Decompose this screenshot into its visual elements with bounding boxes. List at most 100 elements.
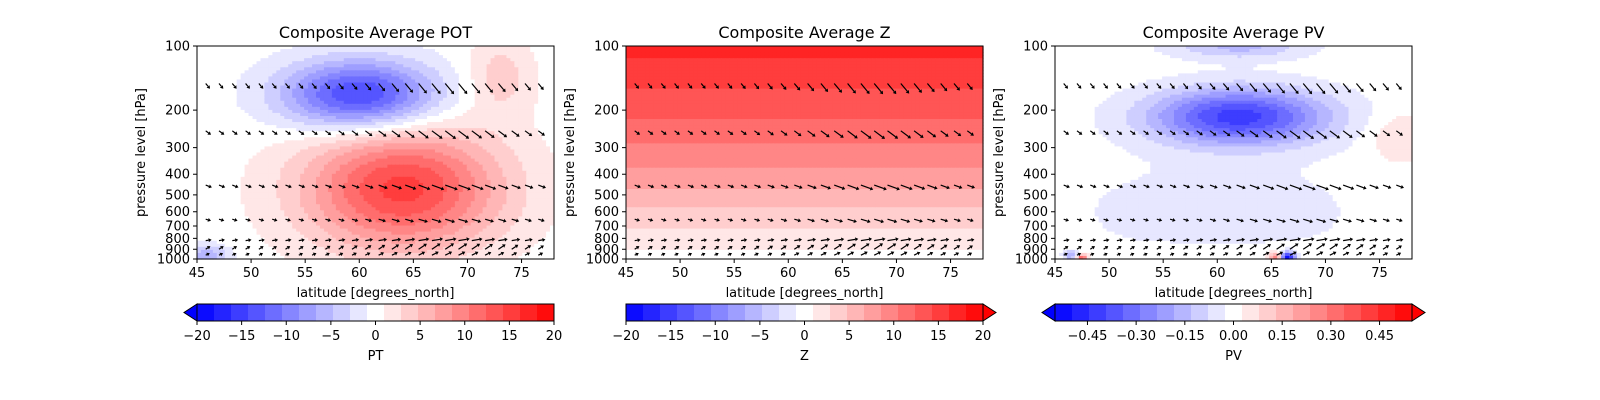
field-cell (268, 179, 273, 184)
field-cell (431, 146, 436, 151)
field-cell (379, 91, 385, 96)
field-cell (197, 170, 202, 175)
field-cell (542, 109, 547, 114)
field-cell (335, 173, 341, 178)
field-cell (204, 119, 210, 123)
field-cell (486, 173, 492, 178)
field-cell (236, 185, 242, 190)
field-cell (431, 131, 436, 135)
field-cell (323, 52, 329, 56)
field-cell (204, 149, 210, 154)
field-cell (363, 122, 369, 126)
field-cell (244, 88, 250, 93)
field-cell (304, 149, 309, 154)
field-cell (431, 67, 436, 71)
field-cell (419, 149, 424, 154)
field-cell (323, 85, 329, 90)
field-cell (423, 173, 428, 178)
field-cell (454, 143, 460, 148)
field-cell (308, 67, 313, 71)
field-cell (534, 149, 539, 154)
field-cell (343, 149, 349, 154)
field-cell (351, 140, 357, 144)
field-cell (446, 176, 452, 181)
field-cell (518, 158, 523, 163)
field-cell (419, 76, 424, 81)
field-cell (264, 155, 269, 160)
field-cell (331, 146, 337, 151)
field-cell (240, 146, 246, 151)
field-cell (308, 88, 313, 93)
field-cell (462, 46, 468, 50)
field-cell (534, 52, 539, 56)
field-cell (502, 94, 507, 99)
field-cell (423, 131, 428, 135)
field-cell (446, 76, 452, 81)
field-cell (530, 176, 535, 181)
field-cell (272, 103, 277, 108)
field-cell (331, 158, 337, 163)
field-cell (510, 122, 515, 126)
field-cell (403, 100, 408, 105)
field-cell (435, 179, 440, 184)
field-cell (510, 125, 515, 129)
field-cell (538, 103, 543, 108)
field-cell (331, 189, 337, 193)
field-cell (228, 103, 234, 108)
field-cell (474, 52, 480, 56)
field-cell (407, 61, 412, 65)
field-cell (232, 170, 238, 175)
field-cell (423, 70, 428, 74)
field-cell (312, 143, 317, 148)
field-cell (478, 158, 484, 163)
field-cell (526, 158, 531, 163)
field-cell (316, 49, 321, 53)
field-cell (514, 146, 519, 151)
field-cell (284, 94, 289, 99)
field-cell (371, 131, 377, 135)
field-cell (494, 70, 500, 74)
field-cell (351, 115, 357, 120)
field-cell (371, 85, 377, 90)
field-cell (272, 122, 277, 126)
field-cell (526, 106, 531, 111)
field-cell (256, 67, 262, 71)
field-cell (312, 119, 317, 123)
field-cell (240, 158, 246, 163)
field-cell (435, 97, 440, 102)
field-cell (427, 125, 432, 129)
field-cell (494, 103, 500, 108)
field-cell (474, 137, 480, 141)
field-cell (474, 182, 480, 187)
field-cell (502, 164, 507, 169)
field-cell (197, 103, 202, 108)
field-cell (355, 119, 361, 123)
field-cell (312, 49, 317, 53)
field-cell (260, 176, 266, 181)
field-cell (319, 164, 325, 169)
field-cell (319, 155, 325, 160)
field-cell (371, 61, 377, 65)
field-cell (355, 146, 361, 151)
field-cell (542, 134, 547, 138)
field-cell (208, 106, 214, 111)
field-cell (323, 91, 329, 96)
field-cell (530, 164, 535, 169)
field-cell (466, 106, 472, 111)
field-cell (343, 73, 349, 78)
field-cell (347, 52, 353, 56)
field-cell (506, 185, 511, 190)
field-cell (387, 49, 392, 53)
field-cell (347, 189, 353, 193)
field-cell (446, 58, 452, 62)
field-cell (272, 88, 277, 93)
field-cell (411, 106, 416, 111)
field-cell (419, 97, 424, 102)
field-cell (304, 73, 309, 78)
field-cell (490, 189, 496, 193)
field-cell (304, 76, 309, 81)
field-cell (534, 134, 539, 138)
field-cell (200, 67, 206, 71)
field-cell (220, 46, 226, 50)
field-cell (331, 143, 337, 148)
